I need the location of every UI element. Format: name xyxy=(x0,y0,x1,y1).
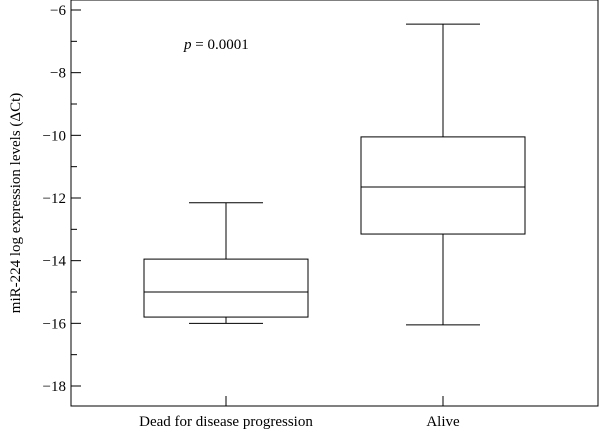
x-tick-label: Dead for disease progression xyxy=(139,414,313,430)
p-symbol: p xyxy=(183,37,192,53)
x-tick-label: Alive xyxy=(426,414,460,430)
y-tick-label: −12 xyxy=(43,191,66,207)
y-tick-label: −16 xyxy=(43,316,67,332)
boxes xyxy=(143,23,526,326)
box-group xyxy=(360,23,526,326)
y-tick-label: −14 xyxy=(43,254,67,270)
x-axis: Dead for disease progression Alive xyxy=(139,396,460,430)
p-value-annotation: p = 0.0001 xyxy=(183,37,249,53)
y-axis-label: miR-224 log expression levels (ΔCt) xyxy=(8,93,24,313)
box-group xyxy=(143,202,309,324)
iqr-box xyxy=(360,136,526,235)
y-tick-label: −10 xyxy=(43,128,66,144)
p-value-text: = 0.0001 xyxy=(192,37,249,53)
y-tick-label: −6 xyxy=(50,3,66,19)
y-tick-label: −18 xyxy=(43,379,66,395)
y-tick-label: −8 xyxy=(50,66,66,82)
plot-frame xyxy=(70,0,599,407)
y-axis: −18 −16 −14 −12 −10 −8 −6 xyxy=(43,3,81,395)
iqr-box xyxy=(143,258,309,318)
